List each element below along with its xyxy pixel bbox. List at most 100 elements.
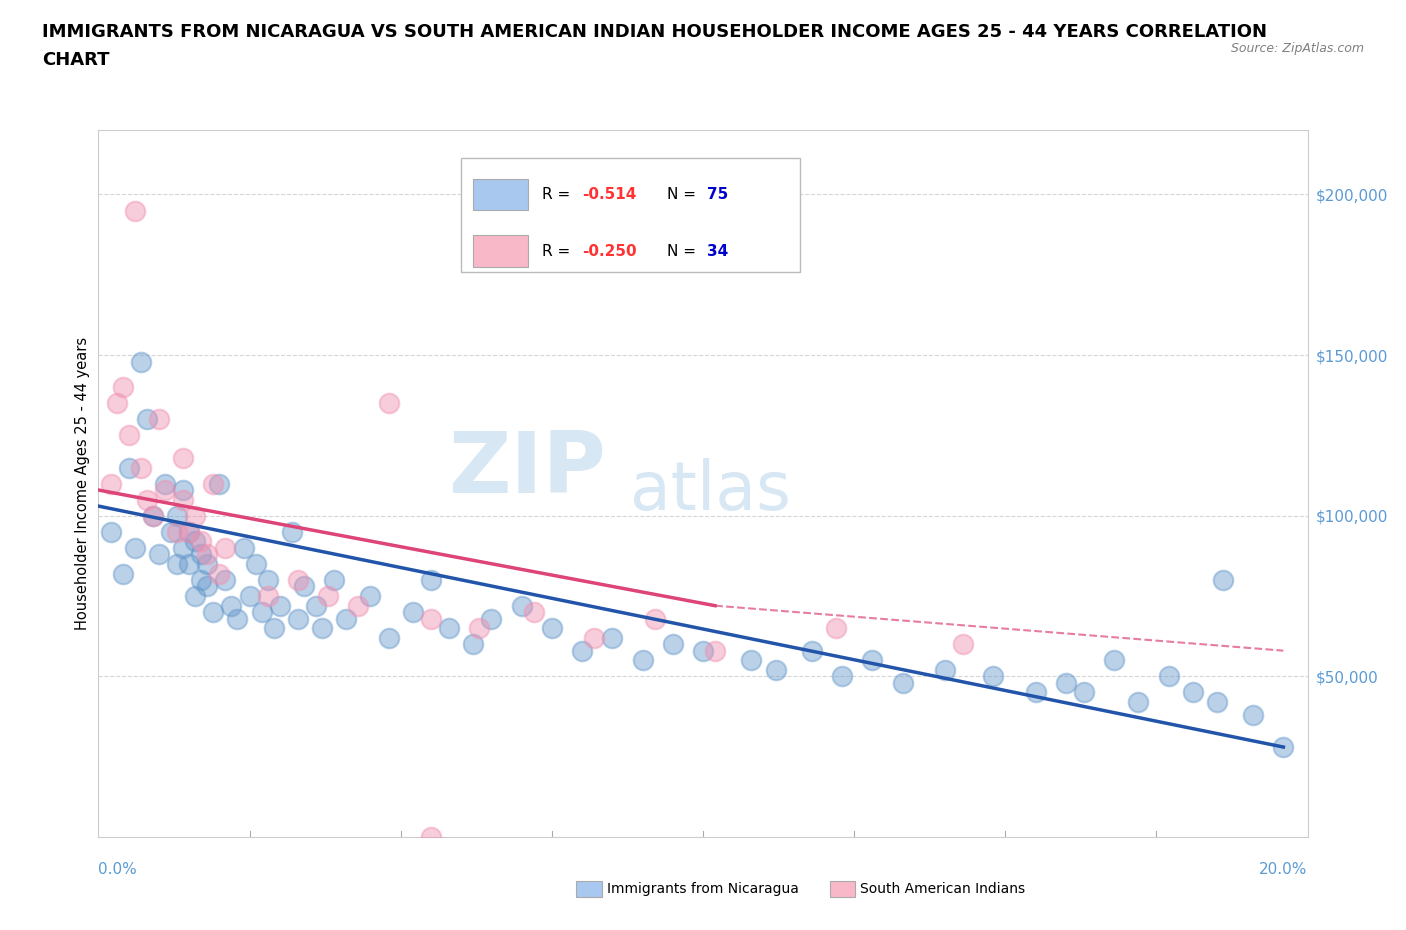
Point — [202, 604, 225, 619]
FancyBboxPatch shape — [474, 179, 527, 210]
Point — [100, 525, 122, 539]
Point — [184, 589, 207, 604]
Y-axis label: Householder Income Ages 25 - 44 years: Householder Income Ages 25 - 44 years — [75, 337, 90, 631]
Text: R =: R = — [543, 244, 575, 259]
Point — [952, 637, 974, 652]
Point — [208, 476, 231, 491]
Point — [463, 637, 485, 652]
Point — [740, 653, 762, 668]
Point — [316, 589, 339, 604]
Text: R =: R = — [543, 187, 575, 202]
Point — [1128, 695, 1150, 710]
Point — [166, 509, 188, 524]
Point — [292, 579, 315, 594]
Text: -0.514: -0.514 — [582, 187, 637, 202]
Text: ZIP: ZIP — [449, 428, 606, 511]
Point — [1272, 739, 1295, 754]
Point — [602, 631, 624, 645]
Point — [631, 653, 654, 668]
Point — [704, 644, 727, 658]
Text: 75: 75 — [707, 187, 728, 202]
Point — [481, 611, 503, 626]
Point — [1181, 685, 1204, 700]
Point — [1024, 685, 1046, 700]
Point — [221, 598, 243, 613]
Point — [202, 476, 225, 491]
Point — [111, 379, 134, 394]
Text: atlas: atlas — [630, 458, 792, 524]
Point — [523, 604, 546, 619]
Point — [250, 604, 273, 619]
Point — [1073, 685, 1095, 700]
Point — [129, 354, 152, 369]
FancyBboxPatch shape — [461, 158, 800, 272]
Point — [148, 412, 170, 427]
Text: N =: N = — [666, 187, 700, 202]
Point — [692, 644, 714, 658]
Point — [377, 396, 399, 411]
Point — [510, 598, 533, 613]
Point — [800, 644, 823, 658]
Point — [195, 579, 218, 594]
Point — [540, 620, 562, 635]
Point — [184, 534, 207, 549]
Point — [118, 428, 141, 443]
Point — [111, 566, 134, 581]
Point — [100, 476, 122, 491]
Point — [1212, 573, 1234, 588]
Point — [1206, 695, 1229, 710]
Point — [190, 534, 212, 549]
Point — [208, 566, 231, 581]
Point — [263, 620, 285, 635]
Point — [226, 611, 249, 626]
Point — [135, 412, 157, 427]
Point — [166, 556, 188, 571]
Text: Source: ZipAtlas.com: Source: ZipAtlas.com — [1230, 42, 1364, 55]
Text: IMMIGRANTS FROM NICARAGUA VS SOUTH AMERICAN INDIAN HOUSEHOLDER INCOME AGES 25 - : IMMIGRANTS FROM NICARAGUA VS SOUTH AMERI… — [42, 23, 1267, 41]
Point — [118, 460, 141, 475]
Point — [831, 669, 853, 684]
Point — [311, 620, 333, 635]
Point — [195, 547, 218, 562]
Text: 0.0%: 0.0% — [98, 862, 138, 877]
Point — [287, 611, 309, 626]
Point — [142, 509, 165, 524]
Text: -0.250: -0.250 — [582, 244, 637, 259]
Point — [419, 573, 441, 588]
Point — [172, 540, 194, 555]
Point — [891, 675, 914, 690]
Point — [1157, 669, 1180, 684]
Point — [172, 483, 194, 498]
Point — [214, 540, 236, 555]
Point — [135, 492, 157, 507]
Point — [195, 556, 218, 571]
Point — [402, 604, 425, 619]
Point — [583, 631, 606, 645]
Point — [377, 631, 399, 645]
Point — [148, 547, 170, 562]
Point — [124, 203, 146, 218]
Point — [177, 525, 201, 539]
FancyBboxPatch shape — [474, 235, 527, 267]
Point — [419, 830, 441, 844]
Point — [256, 573, 278, 588]
Text: N =: N = — [666, 244, 700, 259]
Point — [129, 460, 152, 475]
Point — [142, 509, 165, 524]
Point — [214, 573, 236, 588]
Point — [305, 598, 328, 613]
Point — [232, 540, 254, 555]
Point — [1241, 708, 1264, 723]
Point — [153, 483, 176, 498]
Point — [166, 525, 188, 539]
Point — [190, 547, 212, 562]
Point — [190, 573, 212, 588]
Text: Immigrants from Nicaragua: Immigrants from Nicaragua — [607, 882, 799, 897]
Point — [287, 573, 309, 588]
Point — [661, 637, 683, 652]
Point — [281, 525, 304, 539]
Point — [419, 611, 441, 626]
Point — [256, 589, 278, 604]
Text: 34: 34 — [707, 244, 728, 259]
Point — [184, 509, 207, 524]
